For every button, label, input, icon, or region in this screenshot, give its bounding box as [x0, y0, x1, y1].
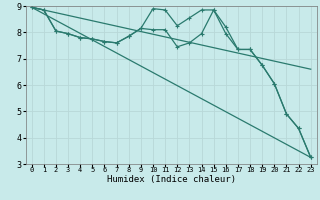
X-axis label: Humidex (Indice chaleur): Humidex (Indice chaleur)	[107, 175, 236, 184]
